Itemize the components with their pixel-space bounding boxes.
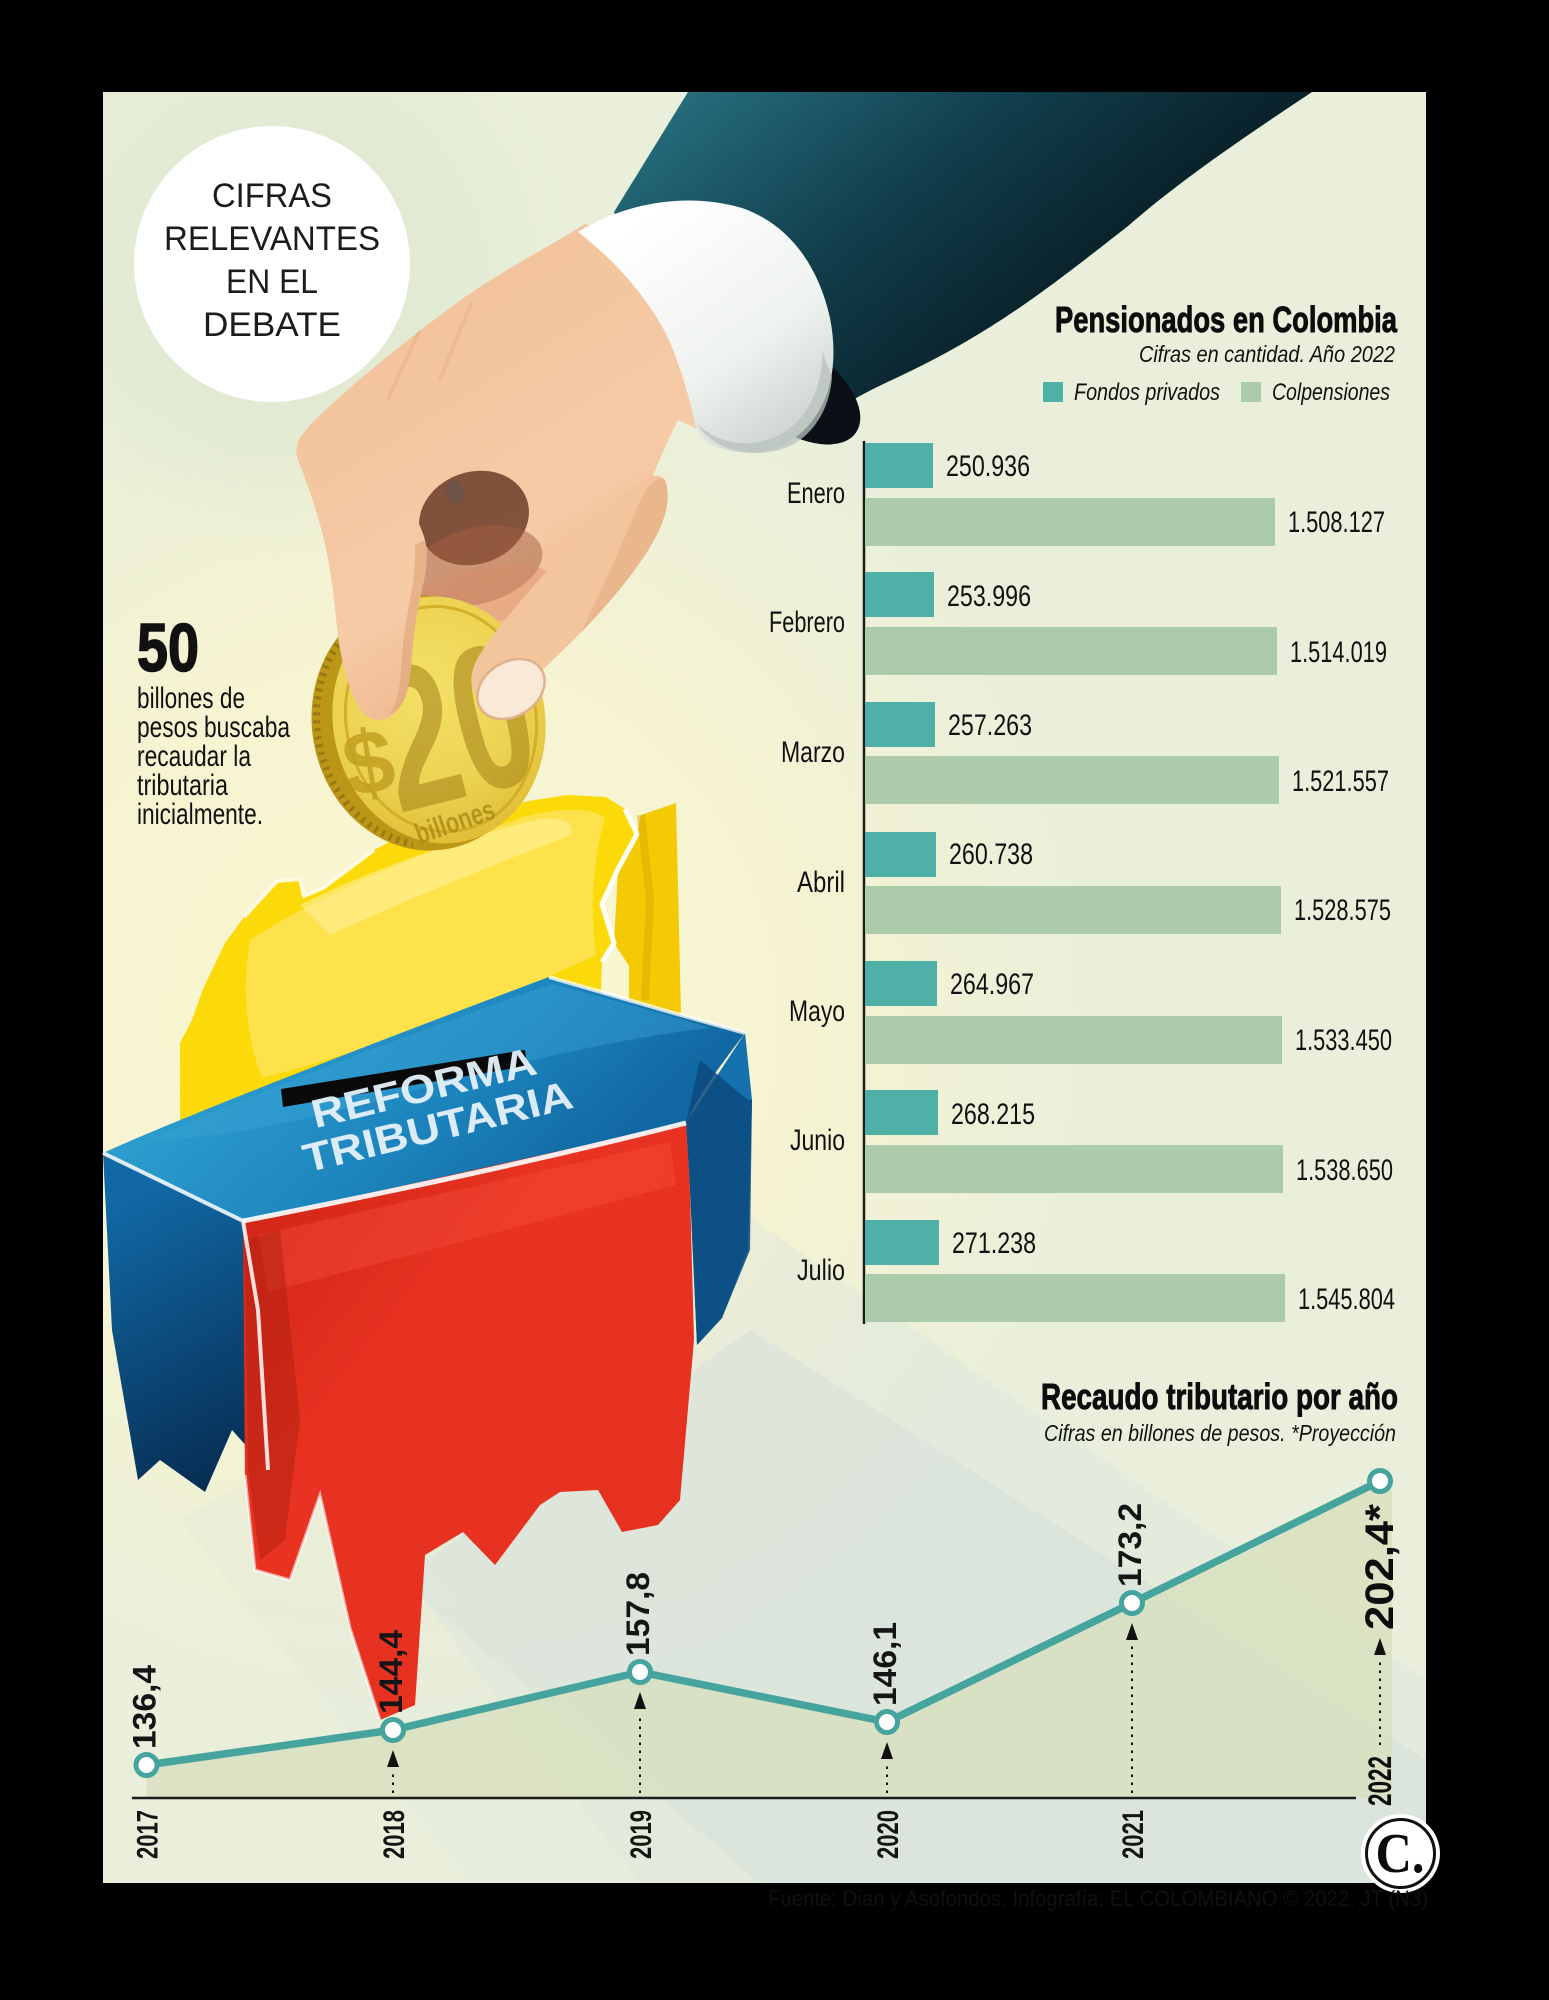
svg-text:Enero: Enero	[787, 477, 845, 510]
svg-text:inicialmente.: inicialmente.	[137, 798, 263, 831]
svg-text:202,4*: 202,4*	[1358, 1504, 1402, 1630]
svg-text:173,2: 173,2	[1112, 1503, 1148, 1587]
svg-text:C.: C.	[1376, 1823, 1425, 1885]
svg-text:Cifras en cantidad. Año 2022: Cifras en cantidad. Año 2022	[1139, 341, 1395, 367]
svg-text:Recaudo tributario por año: Recaudo tributario por año	[1041, 1376, 1398, 1417]
svg-text:50: 50	[137, 610, 199, 686]
svg-text:1.545.804: 1.545.804	[1298, 1283, 1395, 1316]
svg-text:Mayo: Mayo	[789, 995, 845, 1028]
svg-text:257.263: 257.263	[948, 709, 1032, 742]
svg-text:Febrero: Febrero	[769, 606, 845, 639]
svg-text:2018: 2018	[378, 1810, 411, 1859]
svg-text:1.538.650: 1.538.650	[1296, 1154, 1393, 1187]
svg-text:pesos buscaba: pesos buscaba	[137, 711, 290, 744]
svg-text:DEBATE: DEBATE	[203, 306, 341, 344]
svg-text:260.738: 260.738	[949, 838, 1033, 871]
svg-text:136,4: 136,4	[127, 1665, 163, 1749]
svg-text:253.996: 253.996	[947, 580, 1031, 613]
svg-text:1.521.557: 1.521.557	[1292, 765, 1389, 798]
svg-text:Cifras en billones de pesos.: Cifras en billones de pesos. *Proyección	[1044, 1420, 1396, 1446]
svg-text:Fuente: Dian y Asofondos. Info: Fuente: Dian y Asofondos. Infografía: EL…	[768, 1886, 1428, 1911]
svg-text:2019: 2019	[625, 1810, 658, 1859]
svg-text:2021: 2021	[1117, 1810, 1150, 1859]
svg-text:1.533.450: 1.533.450	[1295, 1024, 1392, 1057]
svg-text:146,1: 146,1	[867, 1622, 903, 1706]
svg-text:268.215: 268.215	[951, 1098, 1035, 1131]
svg-text:1.514.019: 1.514.019	[1290, 636, 1387, 669]
svg-text:264.967: 264.967	[950, 968, 1034, 1001]
svg-text:Fondos privados: Fondos privados	[1074, 379, 1220, 406]
svg-text:2020: 2020	[872, 1810, 905, 1859]
svg-text:Pensionados en Colombia: Pensionados en Colombia	[1055, 299, 1398, 340]
svg-text:2022: 2022	[1362, 1756, 1398, 1806]
svg-text:recaudar la: recaudar la	[137, 740, 251, 773]
svg-text:RELEVANTES: RELEVANTES	[164, 220, 380, 258]
svg-text:144,4: 144,4	[373, 1630, 409, 1714]
svg-text:Colpensiones: Colpensiones	[1272, 379, 1390, 406]
svg-text:Julio: Julio	[797, 1254, 845, 1287]
svg-text:1.528.575: 1.528.575	[1294, 894, 1391, 927]
svg-text:tributaria: tributaria	[137, 769, 228, 802]
svg-text:2017: 2017	[132, 1810, 165, 1859]
svg-text:250.936: 250.936	[946, 450, 1030, 483]
svg-text:Junio: Junio	[790, 1124, 845, 1157]
svg-text:1.508.127: 1.508.127	[1288, 506, 1385, 539]
svg-text:Abril: Abril	[797, 866, 845, 899]
svg-text:billones de: billones de	[137, 682, 245, 715]
svg-text:271.238: 271.238	[952, 1227, 1036, 1260]
svg-text:Marzo: Marzo	[781, 736, 845, 769]
svg-text:CIFRAS: CIFRAS	[212, 177, 332, 215]
svg-text:EN EL: EN EL	[226, 263, 318, 301]
svg-text:157,8: 157,8	[620, 1572, 656, 1656]
